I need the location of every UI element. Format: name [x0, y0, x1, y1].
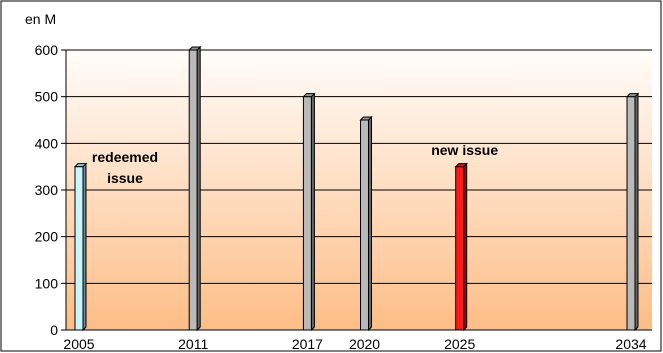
y-tick-label: 400 [35, 135, 59, 151]
x-tick-label: 2017 [292, 336, 323, 352]
bar-2020 [361, 117, 372, 330]
bar-side [635, 94, 638, 330]
x-tick-label: 2011 [178, 336, 208, 352]
y-tick-label: 200 [35, 229, 59, 245]
x-tick-label: 2005 [63, 336, 94, 352]
y-tick-label: 600 [35, 42, 59, 58]
bar-side [311, 94, 314, 330]
bar-2005 [75, 164, 86, 330]
bar [627, 97, 635, 330]
y-tick-label: 500 [35, 89, 59, 105]
bar-side [369, 117, 372, 330]
bar [189, 50, 197, 330]
x-tick-label: 2025 [444, 336, 475, 352]
y-axis-label: en M [25, 11, 56, 27]
annotation-new-issue: new issue [431, 142, 498, 158]
bar-side [464, 164, 467, 330]
y-tick-label: 300 [35, 182, 59, 198]
x-tick-label: 2034 [615, 336, 646, 352]
bar-side [197, 47, 200, 330]
bar [303, 97, 311, 330]
bar-2034 [627, 94, 638, 330]
bar-2011 [189, 47, 200, 330]
x-tick-label: 2020 [349, 336, 380, 352]
bar-side [83, 164, 86, 330]
bar [75, 167, 83, 330]
bar-2025 [456, 164, 467, 330]
bar [361, 120, 369, 330]
bar [456, 167, 464, 330]
y-tick-label: 100 [35, 275, 59, 291]
bar-2017 [303, 94, 314, 330]
y-tick-label: 0 [50, 322, 58, 338]
annotation-redeemed-issue: redeemed [92, 149, 158, 165]
annotation-redeemed-issue: issue [107, 170, 143, 186]
